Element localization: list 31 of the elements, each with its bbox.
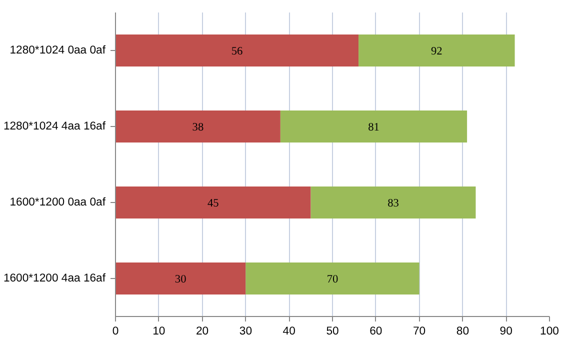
bar: [116, 262, 246, 294]
x-tick-label: 90: [500, 326, 512, 337]
data-label: 38: [192, 122, 204, 134]
bar: [116, 186, 311, 218]
total-label: 70: [326, 274, 338, 286]
total-label: 83: [388, 198, 400, 210]
x-tick-label: 80: [456, 326, 470, 337]
x-tick-label: 10: [152, 326, 166, 337]
x-tick-label: 20: [196, 326, 209, 337]
data-label: 30: [174, 274, 187, 286]
x-tick-label: 70: [413, 326, 426, 337]
y-tick-label: 1280*1024 0aa 0af: [10, 44, 106, 56]
bar: [246, 262, 420, 294]
bar: [116, 110, 280, 142]
y-tick-label: 1280*1024 4aa 16af: [3, 120, 106, 132]
data-label: 45: [207, 198, 220, 210]
x-tick-label: 50: [326, 326, 339, 337]
bar: [116, 34, 359, 66]
total-label: 92: [430, 46, 443, 58]
y-tick-label: 1600*1200 0aa 0af: [10, 196, 106, 208]
total-label: 81: [368, 122, 380, 134]
x-tick-label: 30: [239, 326, 252, 337]
x-tick-label: 40: [282, 326, 296, 337]
data-label: 56: [231, 46, 244, 58]
bar: [310, 186, 476, 218]
x-tick-label: 60: [370, 326, 382, 337]
bar: [280, 110, 468, 142]
y-tick-label: 1600*1200 4aa 16af: [3, 272, 106, 284]
x-tick-label: 0: [112, 326, 119, 337]
x-tick-label: 100: [540, 326, 559, 337]
bar: [358, 34, 515, 66]
